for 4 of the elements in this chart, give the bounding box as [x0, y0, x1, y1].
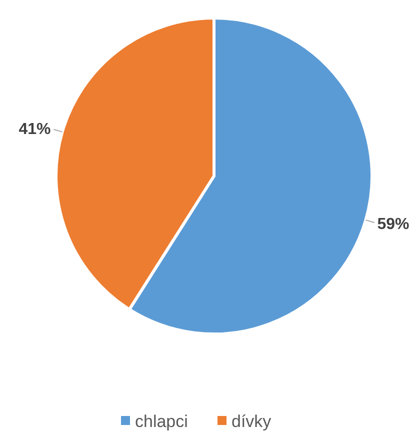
legend-label: chlapci [135, 412, 188, 431]
data-label: 41% [18, 121, 51, 138]
legend-label: dívky [232, 412, 272, 431]
data-label: 59% [377, 216, 410, 234]
